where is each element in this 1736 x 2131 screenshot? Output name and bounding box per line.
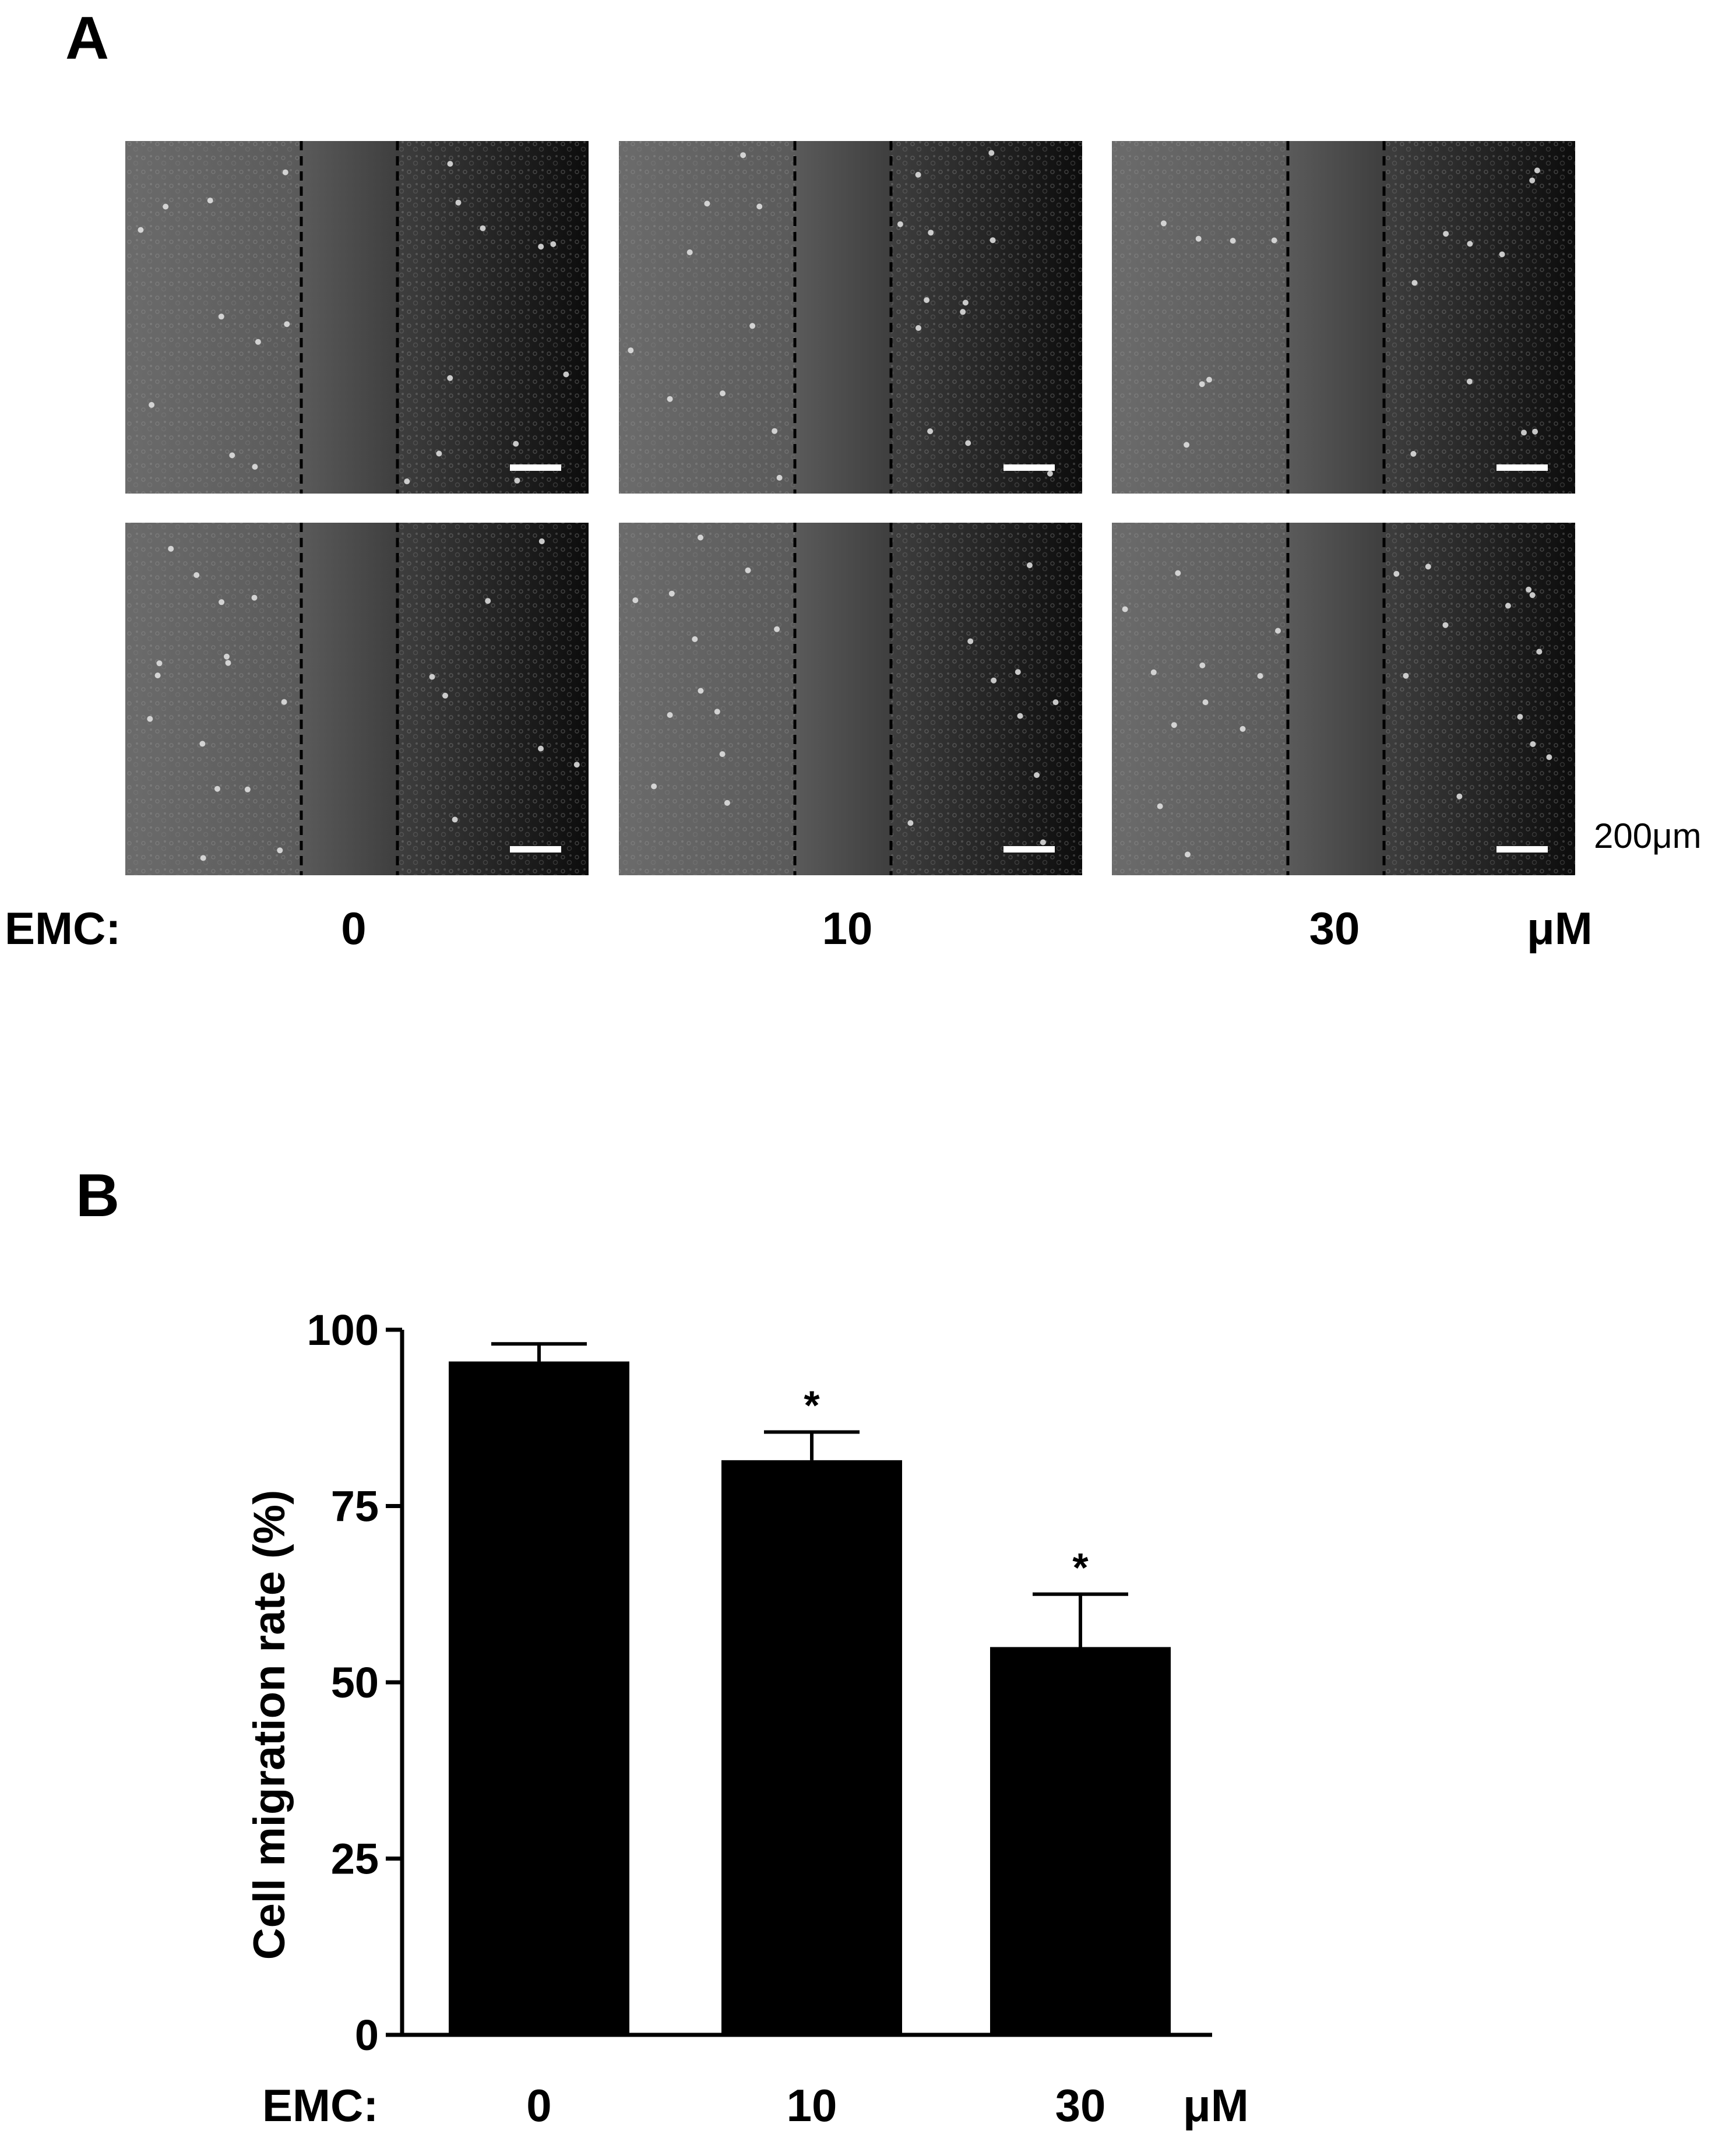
- micrograph-unit: μM: [1527, 903, 1593, 954]
- panel-label-b: B: [76, 1162, 120, 1230]
- significance-marker: *: [804, 1382, 820, 1428]
- micrograph-condition-30: 30: [1309, 903, 1360, 954]
- y-tick-label: 25: [331, 1835, 379, 1883]
- x-tick-label: 10: [787, 2080, 837, 2131]
- micrograph-condition-label: EMC:: [5, 903, 121, 954]
- y-tick-label: 75: [331, 1482, 379, 1531]
- scale-bar: [1003, 464, 1055, 471]
- scale-bar: [1496, 464, 1548, 471]
- bar: [721, 1460, 902, 2035]
- y-tick-label: 0: [355, 2011, 379, 2059]
- scale-bar: [1496, 846, 1548, 853]
- micrograph-image: [125, 523, 589, 875]
- x-axis-label: EMC:: [262, 2080, 378, 2131]
- micrograph-image: [619, 141, 1082, 494]
- micrograph-condition-0: 0: [341, 903, 366, 954]
- y-tick-label: 100: [307, 1306, 379, 1354]
- x-tick-label: 30: [1055, 2080, 1106, 2131]
- x-axis-unit: μM: [1183, 2080, 1249, 2131]
- panel-label-a: A: [65, 5, 110, 72]
- y-tick-label: 50: [331, 1658, 379, 1707]
- scale-bar: [510, 464, 561, 471]
- x-tick-label: 0: [526, 2080, 551, 2131]
- bar: [990, 1647, 1171, 2035]
- micrograph-condition-10: 10: [822, 903, 873, 954]
- micrograph-image: [1112, 523, 1575, 875]
- micrograph-image: [619, 523, 1082, 875]
- micrograph-image: [125, 141, 589, 494]
- micrograph-panel: 200μm EMC: 0 10 30 μM: [5, 141, 1702, 954]
- significance-marker: *: [1072, 1545, 1089, 1590]
- bar: [449, 1361, 629, 2035]
- scale-bar: [1003, 846, 1055, 853]
- micrograph-image: [1112, 141, 1575, 494]
- scale-bar-label: 200μm: [1594, 816, 1702, 855]
- scale-bar: [510, 846, 561, 853]
- y-axis-title: Cell migration rate (%): [245, 1490, 294, 1960]
